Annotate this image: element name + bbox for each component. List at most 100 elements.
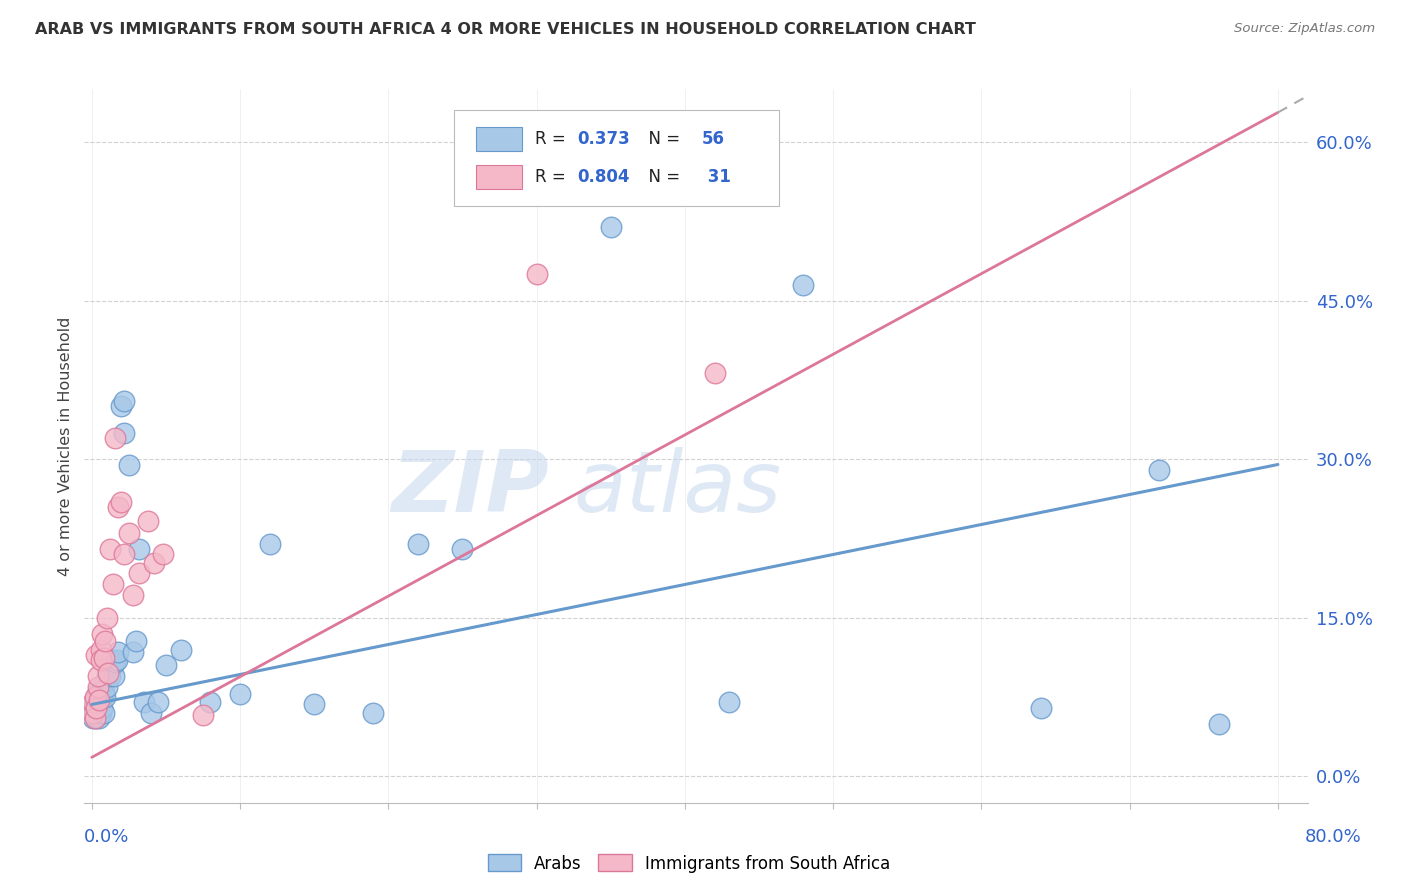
Text: 80.0%: 80.0%: [1305, 828, 1361, 846]
Point: [136, 514, 159, 528]
Text: ARAB VS IMMIGRANTS FROM SOUTH AFRICA 4 OR MORE VEHICLES IN HOUSEHOLD CORRELATION: ARAB VS IMMIGRANTS FROM SOUTH AFRICA 4 O…: [35, 22, 976, 37]
FancyBboxPatch shape: [454, 110, 779, 205]
Point: [94, 634, 117, 648]
Point: [112, 425, 135, 440]
Text: R =: R =: [534, 168, 571, 186]
FancyBboxPatch shape: [475, 127, 522, 152]
Text: 0.373: 0.373: [578, 130, 630, 148]
Point: [90, 706, 112, 720]
Point: [90, 685, 112, 699]
Point: [526, 267, 548, 281]
Point: [83, 695, 105, 709]
Point: [101, 658, 124, 673]
Point: [89, 700, 111, 714]
Point: [112, 547, 135, 561]
Point: [451, 542, 474, 557]
Point: [84, 690, 107, 704]
Point: [110, 494, 132, 508]
Point: [792, 277, 814, 292]
Point: [302, 698, 325, 712]
Y-axis label: 4 or more Vehicles in Household: 4 or more Vehicles in Household: [58, 317, 73, 575]
Point: [718, 695, 741, 709]
Point: [84, 700, 107, 714]
Point: [84, 711, 107, 725]
Point: [91, 700, 114, 714]
Point: [155, 658, 177, 673]
Point: [105, 653, 128, 667]
Point: [82, 695, 104, 709]
Point: [91, 626, 114, 640]
Point: [100, 653, 122, 667]
Point: [104, 655, 127, 669]
Point: [152, 547, 174, 561]
Point: [90, 642, 112, 657]
Point: [86, 695, 108, 709]
Text: 56: 56: [702, 130, 725, 148]
Point: [259, 537, 281, 551]
Point: [89, 711, 111, 725]
Point: [96, 611, 118, 625]
Point: [82, 700, 104, 714]
Point: [1208, 716, 1230, 731]
Point: [98, 542, 121, 557]
Point: [89, 690, 111, 704]
Point: [84, 700, 107, 714]
Point: [170, 642, 193, 657]
Point: [93, 651, 115, 665]
Point: [122, 645, 145, 659]
Point: [703, 366, 725, 380]
Text: 0.804: 0.804: [578, 168, 630, 186]
Point: [103, 669, 125, 683]
Point: [93, 685, 115, 699]
Point: [94, 674, 117, 689]
Point: [1029, 700, 1052, 714]
Point: [94, 690, 117, 704]
Point: [112, 394, 135, 409]
Point: [86, 680, 108, 694]
Text: R =: R =: [534, 130, 571, 148]
Point: [86, 685, 108, 699]
Point: [406, 537, 429, 551]
Point: [122, 588, 145, 602]
Point: [125, 634, 148, 648]
Point: [101, 577, 124, 591]
Point: [84, 648, 107, 662]
Text: N =: N =: [638, 130, 686, 148]
Point: [143, 556, 166, 570]
Point: [83, 706, 105, 720]
Point: [132, 695, 155, 709]
Point: [90, 695, 112, 709]
Text: ZIP: ZIP: [391, 447, 550, 531]
Point: [89, 693, 111, 707]
Point: [128, 542, 150, 557]
Point: [98, 669, 121, 683]
Point: [148, 695, 170, 709]
Point: [83, 690, 105, 704]
Point: [86, 706, 108, 720]
Point: [118, 458, 141, 472]
Point: [97, 665, 120, 680]
Point: [82, 711, 104, 725]
Text: atlas: atlas: [574, 447, 782, 531]
Point: [363, 706, 385, 720]
Point: [128, 566, 150, 581]
Text: 31: 31: [702, 168, 731, 186]
Point: [191, 708, 214, 723]
Point: [90, 653, 112, 667]
Point: [200, 695, 222, 709]
Point: [83, 711, 105, 725]
Point: [104, 431, 127, 445]
Point: [110, 400, 132, 414]
Point: [107, 645, 129, 659]
Point: [107, 500, 129, 514]
Point: [91, 690, 114, 704]
Point: [86, 669, 108, 683]
FancyBboxPatch shape: [475, 165, 522, 189]
Text: Source: ZipAtlas.com: Source: ZipAtlas.com: [1234, 22, 1375, 36]
Point: [96, 680, 118, 694]
Text: N =: N =: [638, 168, 686, 186]
Point: [82, 706, 104, 720]
Legend: Arabs, Immigrants from South Africa: Arabs, Immigrants from South Africa: [481, 847, 897, 880]
Text: 0.0%: 0.0%: [84, 828, 129, 846]
Point: [1149, 463, 1171, 477]
